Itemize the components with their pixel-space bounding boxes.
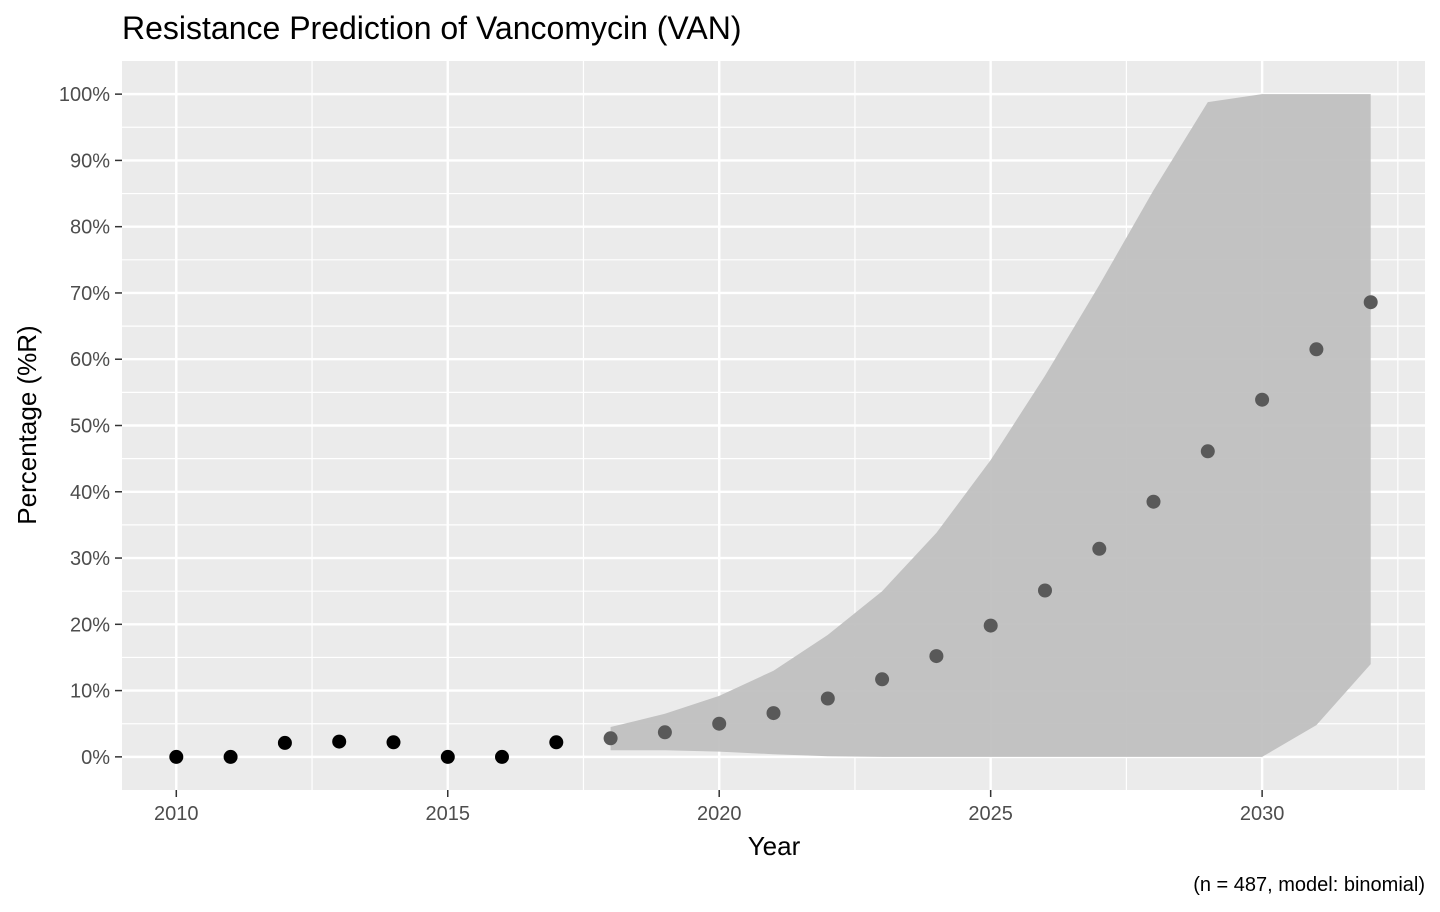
predicted-point [1038,583,1052,598]
y-tick-label: 100% [59,84,110,106]
predicted-point [1092,541,1107,556]
observed-point [169,749,184,764]
x-tick-label: 2030 [1240,803,1285,825]
y-tick-label: 30% [70,548,110,570]
prediction-interval-band [610,94,1371,757]
predicted-point [983,618,998,633]
x-tick-label: 2025 [968,803,1013,825]
observed-point [223,749,238,764]
predicted-point [1309,342,1324,357]
predicted-point [1200,444,1215,459]
y-tick-label: 50% [70,416,110,438]
observed-point [386,735,401,750]
y-tick-label: 60% [70,349,110,371]
observed-point [549,735,564,750]
y-tick-label: 90% [70,150,110,172]
prediction-interval-layer [610,94,1371,757]
y-axis-title: Percentage (%R) [12,325,42,524]
x-tick-label: 2020 [697,803,742,825]
data-points-layer [169,295,1378,764]
predicted-point [875,672,890,687]
x-axis: 2010 2015 2020 2025 2030 [154,790,1284,825]
predicted-point [1255,392,1270,407]
y-tick-label: 70% [70,283,110,305]
predicted-point [657,725,672,740]
predicted-point [766,706,781,721]
x-tick-label: 2010 [154,803,199,825]
observed-point [332,734,347,749]
y-tick-label: 0% [81,747,110,769]
observed-point [277,735,292,750]
y-tick-label: 80% [70,217,110,239]
observed-point [440,749,455,764]
x-tick-label: 2015 [426,803,471,825]
y-tick-label: 10% [70,681,110,703]
predicted-point [712,716,727,731]
predicted-point [1363,295,1378,310]
y-tick-label: 40% [70,482,110,504]
predicted-point [603,731,618,746]
predicted-point [1146,494,1161,509]
observed-point [495,749,509,764]
chart-title: Resistance Prediction of Vancomycin (VAN… [122,10,742,46]
predicted-point [820,691,835,706]
x-axis-title: Year [748,831,801,861]
y-axis: 0% 10% 20% 30% 40% 50% 60% 70% 80% 90% 100% [59,84,122,769]
predicted-point [929,649,944,664]
chart-caption: (n = 487, model: binomial) [1193,874,1425,896]
y-tick-label: 20% [70,614,110,636]
